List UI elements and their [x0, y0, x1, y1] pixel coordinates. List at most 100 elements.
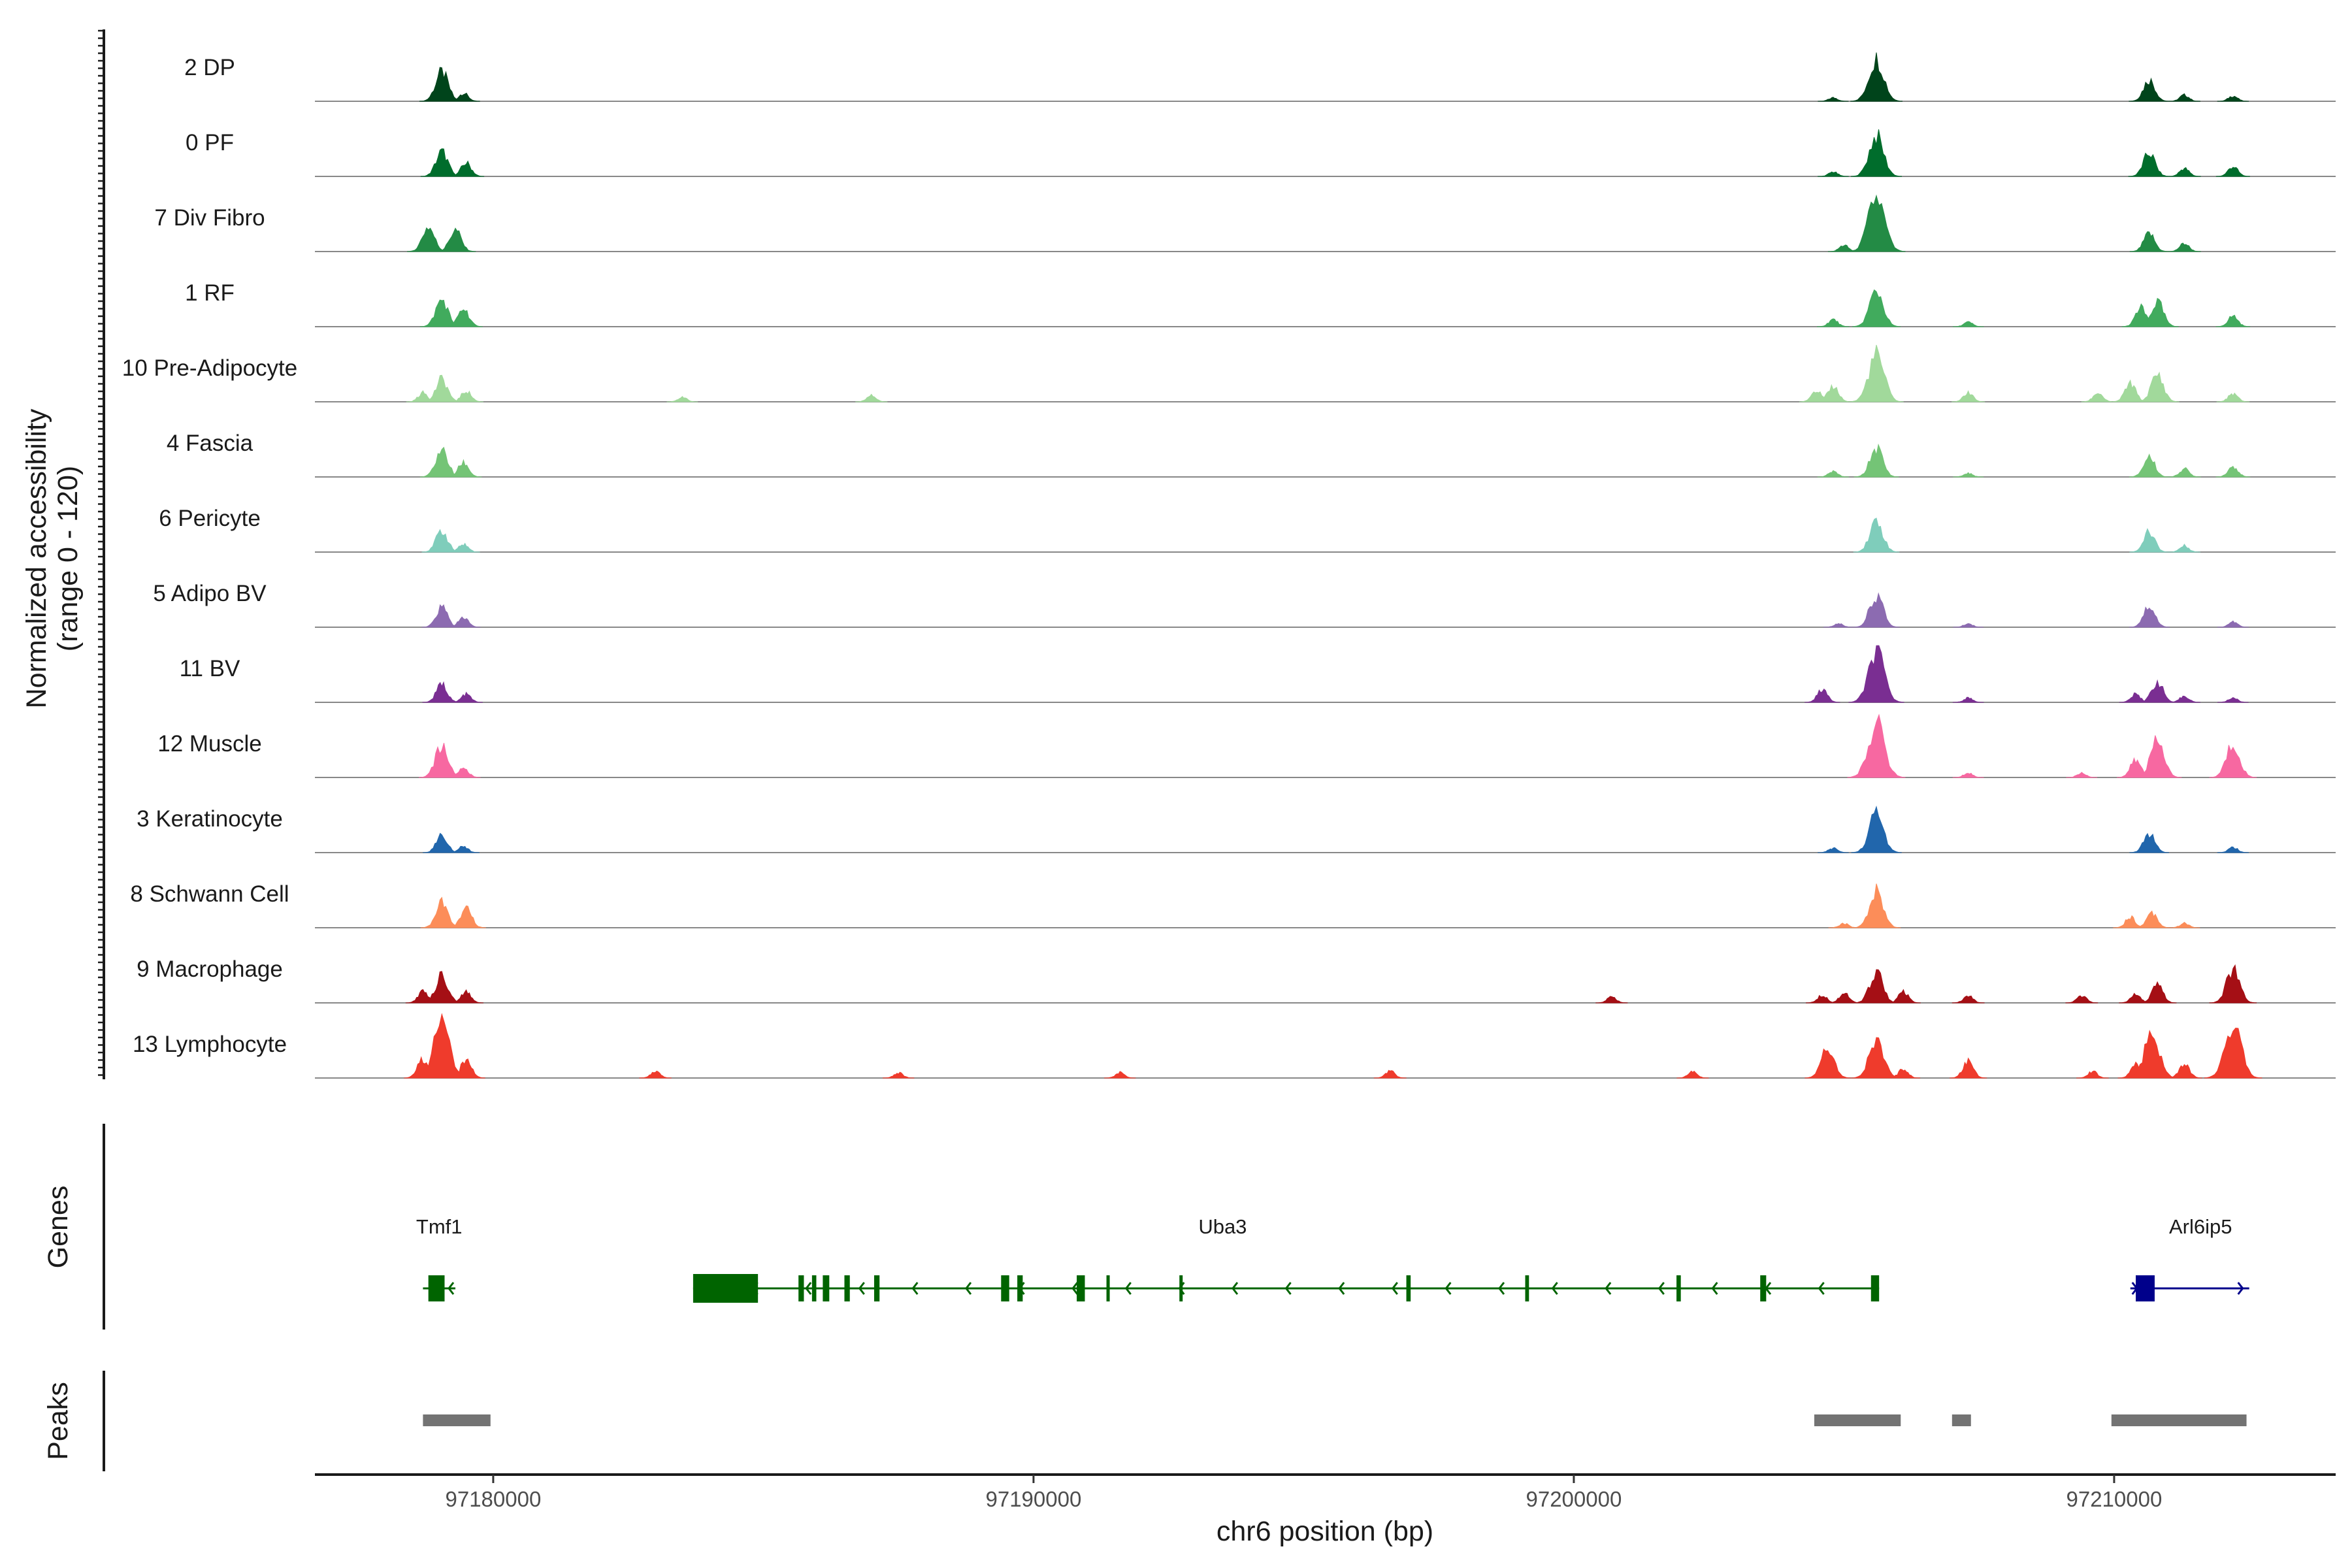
coverage-peak: [1676, 1070, 1709, 1079]
coverage-peak: [2168, 544, 2200, 553]
gene-exon: [1870, 1275, 1880, 1301]
track-label: 3 Keratinocyte: [137, 806, 283, 832]
coverage-peak: [2065, 995, 2099, 1004]
peak-region-bar: [1814, 1414, 1901, 1426]
coverage-peak: [2168, 167, 2201, 177]
coverage-peak: [1886, 1068, 1921, 1079]
gene-exon: [874, 1275, 880, 1301]
coverage-peak: [2168, 242, 2201, 252]
strand-arrow-left-icon: [1071, 1282, 1079, 1295]
coverage-peak: [421, 529, 463, 553]
coverage-peak: [1952, 995, 1985, 1004]
coverage-peak: [2166, 1064, 2202, 1079]
strand-arrow-left-icon: [1818, 1282, 1825, 1295]
coverage-peak: [2217, 95, 2249, 102]
track-label: 2 DP: [184, 55, 235, 80]
coverage-track: 5 Adipo BV: [153, 581, 2336, 628]
strand-arrow-left-icon: [751, 1282, 759, 1295]
track-label: 12 Muscle: [157, 731, 262, 757]
gene-models: Tmf1 Uba3 Arl6ip5: [416, 1215, 2249, 1303]
coverage-peak: [1949, 1057, 1987, 1079]
coverage-peak: [666, 396, 698, 402]
track-label: 8 Schwann Cell: [130, 881, 289, 907]
gene-model: Arl6ip5: [2130, 1215, 2249, 1301]
strand-arrow-left-icon: [1178, 1282, 1185, 1295]
track-label: 10 Pre-Adipocyte: [122, 355, 297, 381]
x-tick-label: 97210000: [2066, 1487, 2163, 1511]
x-axis-ticks: 97180000 97190000 97200000 97210000: [445, 1475, 2162, 1511]
strand-arrow-left-icon: [698, 1282, 706, 1295]
coverage-peak: [1848, 645, 1904, 703]
coverage-peak: [1828, 923, 1860, 928]
strand-arrow-right-icon: [2237, 1282, 2244, 1295]
coverage-peak: [446, 905, 486, 928]
coverage-peak: [446, 767, 481, 778]
coverage-peak: [2129, 453, 2170, 478]
coverage-peak: [2217, 846, 2249, 853]
coverage-peak: [1953, 623, 1984, 628]
coverage-peak: [422, 832, 462, 853]
gene-exon: [693, 1274, 759, 1303]
track-label: 4 Fascia: [167, 431, 253, 456]
coverage-peak: [449, 989, 484, 1004]
genes-panel-label: Genes: [42, 1186, 74, 1269]
coverage-peak: [1818, 171, 1849, 177]
coverage-peak: [2137, 679, 2178, 703]
coverage-peak: [2168, 467, 2201, 478]
x-tick-label: 97190000: [986, 1487, 1082, 1511]
coverage-peak: [1850, 52, 1903, 102]
x-axis: 97180000 97190000 97200000 97210000 chr6 po…: [315, 1473, 2336, 1547]
track-label: 7 Div Fibro: [154, 205, 265, 231]
track-label: 0 PF: [186, 130, 234, 155]
coverage-peak: [1851, 805, 1902, 853]
coverage-peak: [2217, 697, 2249, 703]
coverage-peak: [447, 845, 480, 853]
coverage-track: 4 Fascia: [167, 431, 2336, 478]
coverage-peak: [1853, 517, 1900, 553]
coverage-peak: [1851, 1037, 1902, 1079]
coverage-peak: [1853, 592, 1900, 628]
coverage-peak: [2216, 392, 2250, 402]
coverage-peak: [2110, 379, 2150, 402]
coverage-track: 13 Lymphocyte: [133, 1013, 2336, 1079]
coverage-peak: [447, 92, 480, 102]
y-axis-title: Normalized accessibility (range 0 - 120): [21, 408, 84, 708]
coverage-track: 12 Muscle: [157, 713, 2336, 778]
coverage-peak: [420, 148, 463, 177]
gene-label: Tmf1: [416, 1215, 463, 1238]
coverage-peak: [446, 616, 481, 628]
coverage-peak: [1951, 390, 1985, 402]
strand-arrow-left-icon: [1765, 1282, 1772, 1295]
coverage-track: 0 PF: [186, 129, 2336, 177]
strand-arrow-left-icon: [1391, 1282, 1398, 1295]
strand-arrow-left-icon: [1284, 1282, 1292, 1295]
coverage-track: 3 Keratinocyte: [137, 805, 2336, 853]
coverage-peak: [419, 743, 465, 778]
peak-region-bar: [1952, 1414, 1971, 1426]
coverage-peak: [407, 227, 450, 252]
gene-model: Tmf1: [416, 1215, 463, 1301]
track-label: 1 RF: [185, 280, 235, 306]
coverage-peak: [2168, 93, 2201, 102]
coverage-peak: [1886, 988, 1921, 1004]
coverage-peak: [882, 1071, 915, 1079]
gene-exon: [1406, 1275, 1411, 1301]
coverage-peak: [2066, 772, 2098, 778]
coverage-peak: [1854, 443, 1899, 478]
coverage-peak: [444, 309, 483, 327]
genes-panel: Genes Tmf1 Uba3 Arl6ip5: [42, 1124, 2249, 1330]
coverage-peak: [2132, 735, 2182, 778]
coverage-track: 11 BV: [180, 645, 2336, 703]
strand-arrow-left-icon: [448, 1282, 455, 1295]
track-label: 11 BV: [180, 656, 240, 681]
coverage-peak: [1952, 772, 1984, 778]
peak-region-bar: [423, 1414, 491, 1426]
gene-exon: [1676, 1275, 1681, 1301]
coverage-peak: [2215, 314, 2251, 327]
y-axis: [98, 29, 105, 1079]
coverage-peak: [2209, 745, 2257, 778]
coverage-peak: [2168, 695, 2201, 703]
strand-arrow-right-icon: [2131, 1282, 2138, 1295]
coverage-track: 10 Pre-Adipocyte: [122, 344, 2336, 402]
